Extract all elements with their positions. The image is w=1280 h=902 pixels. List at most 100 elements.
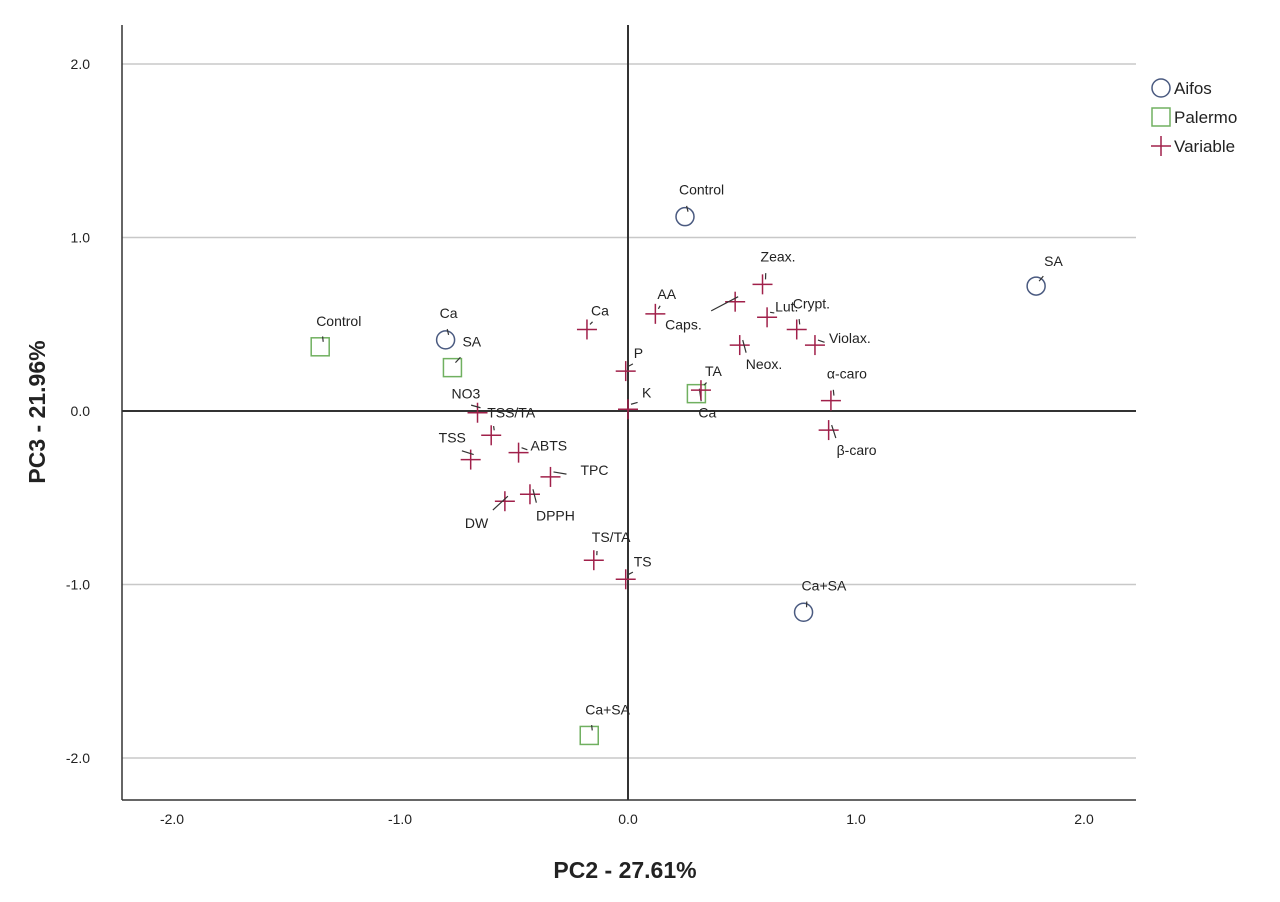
variable-point: Caps. — [665, 291, 746, 333]
legend-circle-icon — [1151, 78, 1171, 98]
point-label: Caps. — [665, 317, 702, 333]
point-label: Ca+SA — [802, 577, 847, 593]
point-label: ABTS — [531, 438, 568, 454]
label-leader — [710, 296, 739, 312]
label-leader — [817, 339, 825, 343]
point-label: TSS/TA — [487, 404, 536, 420]
label-leader — [703, 382, 707, 386]
label-leader — [322, 336, 324, 342]
label-leader — [591, 724, 593, 731]
variable-point: Neox. — [729, 335, 783, 372]
aifos-point: Ca — [435, 305, 458, 350]
variable-point: AA — [645, 286, 677, 324]
point-label: Control — [679, 182, 724, 198]
variable-point: TS/TA — [583, 529, 631, 571]
label-leader — [589, 321, 593, 325]
point-label: SA — [462, 334, 481, 350]
point-label: DPPH — [536, 507, 575, 523]
x-axis-title: PC2 - 27.61% — [553, 857, 696, 883]
aifos-point: SA — [1026, 253, 1063, 296]
circle-marker — [1026, 276, 1046, 296]
point-label: DW — [465, 515, 489, 531]
label-leader — [742, 339, 747, 353]
point-label: TS — [634, 553, 652, 569]
x-tick-label: -1.0 — [388, 811, 412, 827]
point-label: Control — [316, 313, 361, 329]
y-tick-label: 0.0 — [71, 403, 91, 419]
variable-point: P — [615, 345, 643, 382]
palermo-point: Ca+SA — [579, 701, 631, 746]
variable-point: NO3 — [452, 386, 488, 423]
point-label: Lut. — [775, 298, 798, 314]
circle-marker — [793, 602, 814, 623]
variable-point: TSS — [439, 430, 481, 470]
variable-point: α-caro — [820, 366, 867, 411]
square-marker — [579, 725, 599, 746]
variable-point: β-caro — [818, 420, 877, 458]
point-label: Zeax. — [761, 248, 796, 264]
y-tick-label: 1.0 — [71, 230, 91, 246]
aifos-point: Ca+SA — [793, 577, 847, 623]
variable-point: Ca — [576, 302, 609, 340]
label-leader — [628, 363, 634, 367]
label-leader — [461, 450, 474, 456]
palermo-point: Control — [310, 313, 361, 357]
label-leader — [446, 328, 450, 336]
circle-marker — [435, 330, 456, 350]
legend-square-icon — [1151, 107, 1171, 127]
point-label: Ca+SA — [585, 701, 630, 717]
legend-label: Palermo — [1174, 108, 1237, 127]
circle-marker — [675, 206, 695, 227]
legend-label: Aifos — [1174, 79, 1212, 98]
variable-point: Crypt. — [786, 295, 830, 340]
label-leader — [532, 489, 537, 503]
label-leader — [831, 424, 837, 439]
variable-point: Zeax. — [752, 248, 796, 295]
variable-point: TA — [690, 363, 722, 401]
point-label: P — [634, 345, 643, 361]
y-tick-label: -1.0 — [66, 577, 90, 593]
point-label: K — [642, 384, 652, 400]
legend-label: Variable — [1174, 137, 1235, 156]
point-label: α-caro — [827, 366, 867, 382]
point-label: Neox. — [746, 356, 783, 372]
variable-point: K — [618, 384, 652, 420]
point-label: Crypt. — [793, 295, 830, 311]
y-tick-label: -2.0 — [66, 750, 90, 766]
legend: Aifos Palermo Variable — [1151, 78, 1237, 156]
label-leader — [798, 318, 801, 325]
x-tick-label: -2.0 — [160, 811, 184, 827]
point-label: Violax. — [829, 330, 871, 346]
label-leader — [521, 447, 528, 451]
point-label: TS/TA — [592, 529, 631, 545]
x-tick-label: 0.0 — [618, 811, 638, 827]
aifos-point: Control — [675, 182, 724, 227]
y-axis-title: PC3 - 21.96% — [24, 340, 50, 483]
label-leader — [553, 471, 567, 475]
label-leader — [1038, 275, 1044, 282]
label-leader — [832, 389, 835, 396]
variable-point: ABTS — [508, 438, 568, 463]
label-leader — [686, 205, 689, 212]
point-label: TPC — [580, 462, 608, 478]
point-label: SA — [1044, 253, 1063, 269]
variable-point: Lut. — [757, 298, 798, 328]
point-label: β-caro — [837, 442, 877, 458]
variable-point: DPPH — [519, 484, 575, 523]
y-tick-label: 2.0 — [71, 56, 91, 72]
variable-point: TS — [615, 553, 652, 590]
label-leader — [657, 305, 661, 310]
variable-point: DW — [465, 491, 515, 531]
variable-point: Violax. — [804, 330, 871, 356]
label-leader — [493, 426, 495, 431]
square-marker — [686, 383, 707, 404]
point-label: Ca — [698, 405, 716, 421]
label-leader — [630, 401, 638, 405]
variable-point: TPC — [540, 462, 608, 487]
point-label: AA — [657, 286, 676, 302]
palermo-point: SA — [442, 334, 482, 378]
x-tick-label: 1.0 — [846, 811, 866, 827]
point-label: NO3 — [452, 386, 481, 402]
label-leader — [492, 495, 509, 511]
